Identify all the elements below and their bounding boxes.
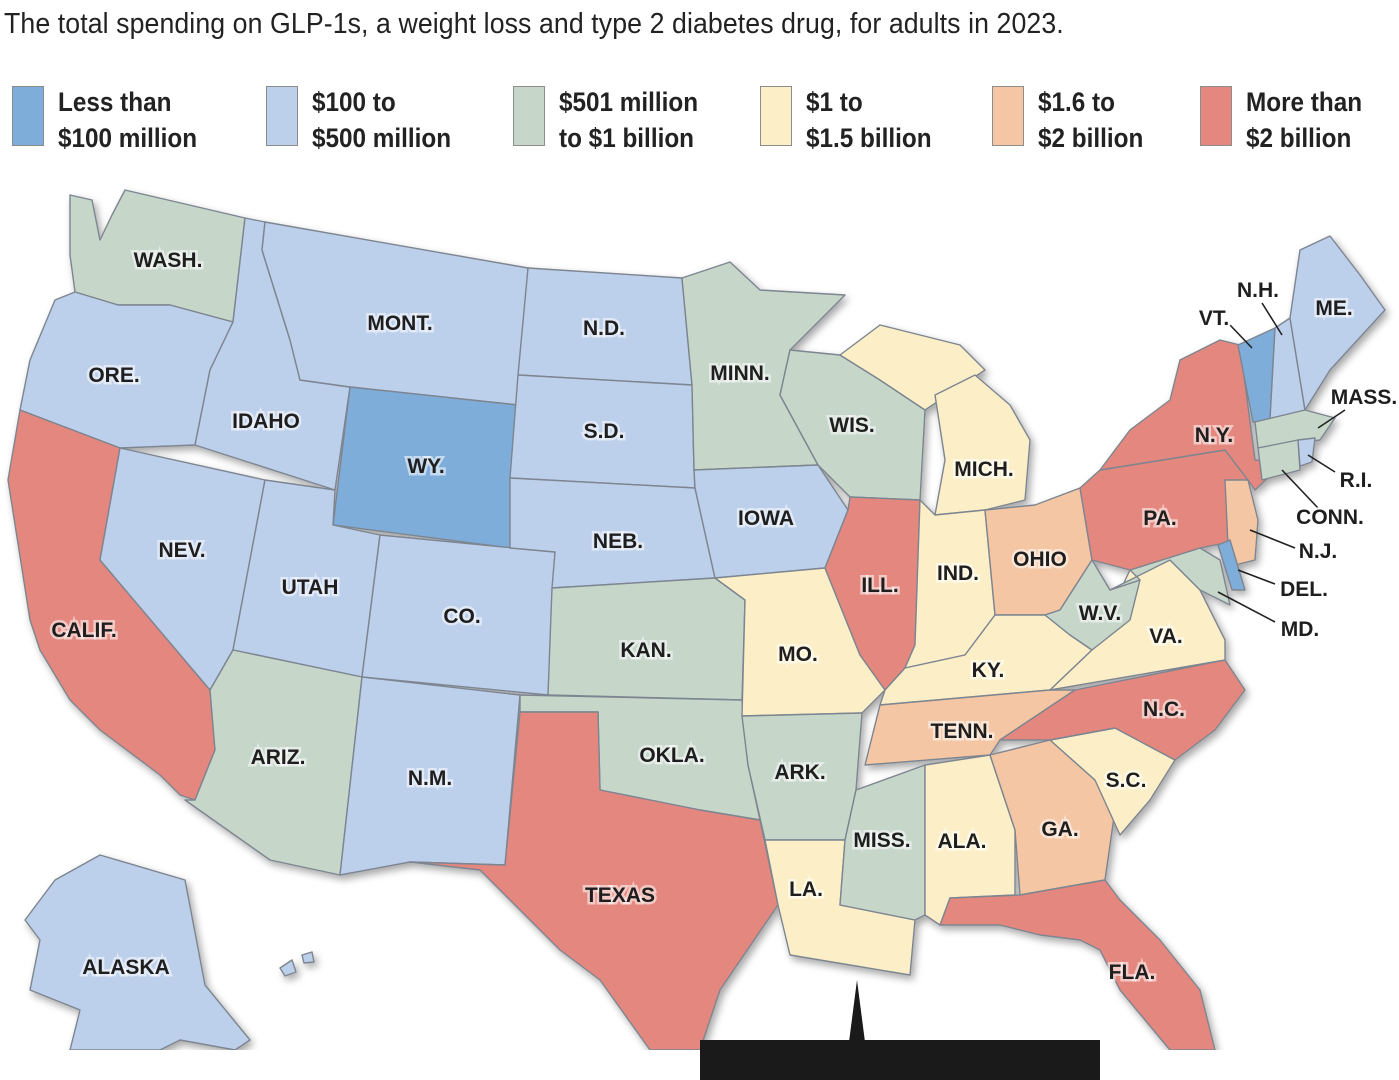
- state-label-alaska: ALASKA: [82, 956, 170, 979]
- state-label-fla: FLA.: [1109, 961, 1156, 984]
- legend-label: $100 to: [312, 87, 396, 117]
- state-label-minn: MINN.: [710, 362, 770, 385]
- callout-box: [700, 1040, 1100, 1080]
- legend-label: $2 billion: [1246, 123, 1352, 153]
- leader-line-mass: [1317, 409, 1346, 429]
- state-hawaii: [279, 951, 315, 977]
- legend-swatch: [266, 86, 298, 146]
- state-label-okla: OKLA.: [639, 744, 704, 767]
- state-label-utah: UTAH: [282, 576, 339, 599]
- state-label-md: MD.: [1281, 618, 1320, 641]
- legend-label: $2 billion: [1038, 123, 1144, 153]
- state-label-pa: PA.: [1143, 507, 1176, 530]
- state-label-sd: S.D.: [584, 420, 625, 443]
- legend-label: Less than: [58, 87, 172, 117]
- state-label-wy: WY.: [407, 455, 444, 478]
- state-label-mich: MICH.: [954, 458, 1014, 481]
- leader-line-md: [1217, 591, 1276, 623]
- state-label-ore: ORE.: [88, 364, 139, 387]
- callout-pointer: [849, 980, 865, 1042]
- state-md: [1109, 547, 1231, 606]
- state-ri: [1297, 437, 1316, 467]
- legend-label: $1.5 billion: [806, 123, 932, 153]
- map-subtitle: The total spending on GLP-1s, a weight l…: [4, 8, 1064, 40]
- state-label-del: DEL.: [1280, 578, 1328, 601]
- state-alaska: [24, 854, 251, 1050]
- state-label-mont: MONT.: [367, 312, 432, 335]
- legend-label: $500 million: [312, 123, 452, 153]
- leader-line-del: [1237, 569, 1276, 585]
- legend-swatch: [760, 86, 792, 146]
- state-label-calif: CALIF.: [51, 619, 116, 642]
- state-conn: [1257, 439, 1301, 481]
- state-label-va: VA.: [1149, 625, 1182, 648]
- state-label-iowa: IOWA: [738, 507, 794, 530]
- state-label-me: ME.: [1315, 297, 1352, 320]
- legend-label: to $1 billion: [559, 123, 695, 153]
- legend-swatch: [992, 86, 1024, 146]
- state-label-ind: IND.: [937, 562, 979, 585]
- state-label-mass: MASS.: [1331, 386, 1398, 409]
- state-label-sc: S.C.: [1106, 769, 1147, 792]
- legend-swatch: [513, 86, 545, 146]
- state-label-wis: WIS.: [829, 414, 875, 437]
- state-label-kan: KAN.: [620, 639, 671, 662]
- state-fla: [939, 879, 1216, 1050]
- legend-label: $100 million: [58, 123, 198, 153]
- state-me: [1289, 235, 1386, 411]
- state-label-wv: W.V.: [1079, 602, 1121, 625]
- state-label-texas: TEXAS: [585, 884, 655, 907]
- legend-swatch: [1200, 86, 1232, 146]
- state-mich: [934, 374, 1031, 516]
- legend-label: $1 to: [806, 87, 863, 117]
- state-label-ny: N.Y.: [1195, 424, 1234, 447]
- state-label-ky: KY.: [972, 659, 1005, 682]
- state-label-miss: MISS.: [853, 829, 910, 852]
- state-label-nd: N.D.: [583, 317, 625, 340]
- state-label-ala: ALA.: [938, 830, 987, 853]
- state-label-wash: WASH.: [134, 249, 203, 272]
- legend-label: More than: [1246, 87, 1363, 117]
- state-label-ariz: ARIZ.: [251, 746, 306, 769]
- state-label-la: LA.: [789, 878, 823, 901]
- state-label-nm: N.M.: [408, 767, 452, 790]
- state-label-vt: VT.: [1199, 307, 1229, 330]
- leader-line-nh: [1261, 302, 1283, 336]
- leader-line-nj: [1249, 529, 1296, 549]
- legend-label: $1.6 to: [1038, 87, 1115, 117]
- state-label-nj: N.J.: [1299, 540, 1338, 563]
- state-label-idaho: IDAHO: [232, 410, 300, 433]
- state-label-nev: NEV.: [158, 539, 205, 562]
- state-label-co: CO.: [443, 605, 480, 628]
- state-ny: [1099, 339, 1286, 491]
- state-label-ohio: OHIO: [1013, 548, 1067, 571]
- state-del: [1217, 539, 1246, 591]
- state-texas: [409, 711, 779, 1050]
- state-label-neb: NEB.: [593, 530, 643, 553]
- state-label-nh: N.H.: [1237, 279, 1279, 302]
- state-label-tenn: TENN.: [931, 720, 994, 743]
- state-label-mo: MO.: [778, 643, 818, 666]
- state-label-ga: GA.: [1041, 818, 1078, 841]
- state-label-ill: ILL.: [861, 574, 898, 597]
- leader-line-conn: [1281, 469, 1319, 509]
- legend-label: $501 million: [559, 87, 699, 117]
- state-nc: [999, 659, 1246, 761]
- state-label-nc: N.C.: [1143, 698, 1185, 721]
- legend-swatch: [12, 86, 44, 146]
- state-label-conn: CONN.: [1296, 506, 1364, 529]
- us-choropleth-map: WASH. ORE. CALIF. IDAHO NEV. MONT. WY. UTAH ARIZ…: [7, 189, 1399, 1050]
- state-label-ri: R.I.: [1340, 469, 1373, 492]
- leader-line-vt: [1229, 324, 1253, 349]
- leader-line-ri: [1307, 454, 1336, 473]
- state-label-ark: ARK.: [774, 761, 825, 784]
